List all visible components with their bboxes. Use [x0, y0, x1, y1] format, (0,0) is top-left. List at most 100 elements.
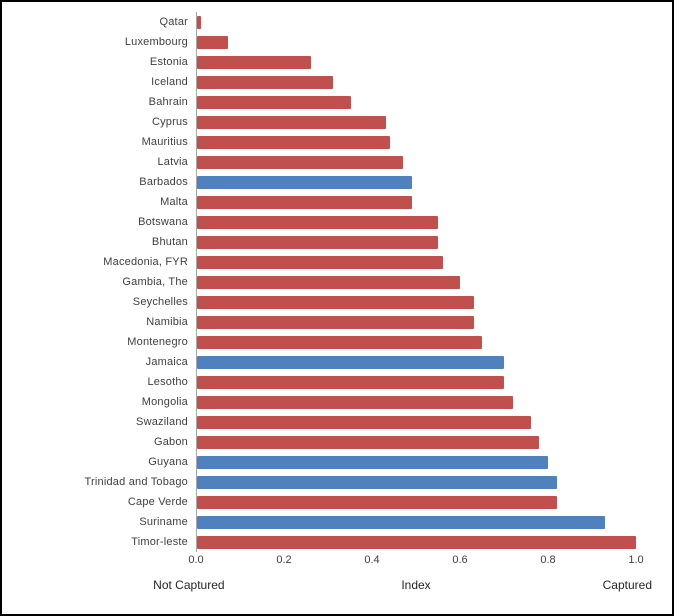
bar [197, 35, 228, 49]
category-label: Gambia, The [122, 276, 188, 288]
bar-row: Jamaica [12, 352, 636, 372]
bar [197, 335, 483, 349]
bar [197, 495, 557, 509]
bar [197, 55, 312, 69]
plot-area [196, 512, 636, 532]
bar-row: Qatar [12, 12, 636, 32]
x-tick-label: 0.4 [364, 554, 380, 566]
bar-chart: Qatar Luxembourg Estonia Iceland Bahrain Cypr… [12, 12, 636, 552]
category-label: Bhutan [151, 236, 188, 248]
plot-area [196, 312, 636, 332]
bar [197, 435, 540, 449]
plot-area [196, 212, 636, 232]
bar-row: Botswana [12, 212, 636, 232]
plot-area [196, 192, 636, 212]
plot-area [196, 392, 636, 412]
bar-row: Montenegro [12, 332, 636, 352]
bar [197, 15, 202, 29]
plot-area [196, 152, 636, 172]
bar [197, 535, 636, 549]
category-label: Lesotho [147, 376, 188, 388]
plot-area [196, 412, 636, 432]
axis-spacer [12, 554, 196, 570]
category-label: Cape Verde [127, 496, 188, 508]
plot-area [196, 432, 636, 452]
bar-row: Cyprus [12, 112, 636, 132]
bar [197, 135, 391, 149]
bar [197, 155, 404, 169]
category-label: Qatar [159, 16, 188, 28]
x-axis-ticks: 0.0 0.2 0.4 0.6 0.8 1.0 [188, 554, 643, 570]
bar-row: Bhutan [12, 232, 636, 252]
bar-row: Namibia [12, 312, 636, 332]
bar [197, 195, 413, 209]
category-label: Cyprus [151, 116, 188, 128]
plot-area [196, 12, 636, 32]
x-axis-caption-row: Not Captured Index Captured [12, 578, 652, 596]
bar [197, 95, 351, 109]
bar-row: Estonia [12, 52, 636, 72]
bar-row: Timor-leste [12, 532, 636, 552]
category-label: Montenegro [127, 336, 188, 348]
bar-row: Latvia [12, 152, 636, 172]
bar [197, 455, 549, 469]
plot-area [196, 492, 636, 512]
category-label: Guyana [148, 456, 188, 468]
bar-row: Swaziland [12, 412, 636, 432]
bar [197, 395, 514, 409]
plot-area [196, 112, 636, 132]
category-label: Iceland [151, 76, 188, 88]
bar [197, 375, 505, 389]
bar-row: Trinidad and Tobago [12, 472, 636, 492]
x-tick-label: 0.6 [452, 554, 468, 566]
bar-row: Seychelles [12, 292, 636, 312]
bar [197, 475, 557, 489]
plot-area [196, 32, 636, 52]
bar [197, 515, 606, 529]
bar-row: Cape Verde [12, 492, 636, 512]
plot-area [196, 452, 636, 472]
bar-row: Bahrain [12, 92, 636, 112]
plot-area [196, 472, 636, 492]
category-label: Bahrain [148, 96, 188, 108]
plot-area [196, 232, 636, 252]
bar-row: Gambia, The [12, 272, 636, 292]
bar-row: Barbados [12, 172, 636, 192]
category-label: Namibia [146, 316, 188, 328]
bar-row: Lesotho [12, 372, 636, 392]
x-axis-right-label: Captured [602, 578, 652, 592]
category-label: Luxembourg [124, 36, 188, 48]
category-label: Gabon [153, 436, 188, 448]
bar-row: Gabon [12, 432, 636, 452]
category-label: Suriname [139, 516, 188, 528]
plot-area [196, 72, 636, 92]
plot-area [196, 52, 636, 72]
category-label: Botswana [138, 216, 188, 228]
category-label: Jamaica [145, 356, 188, 368]
plot-area [196, 352, 636, 372]
bar [197, 355, 505, 369]
category-label: Barbados [139, 176, 188, 188]
bar [197, 115, 386, 129]
plot-area [196, 332, 636, 352]
plot-area [196, 92, 636, 112]
x-axis: 0.0 0.2 0.4 0.6 0.8 1.0 [12, 554, 643, 570]
category-label: Latvia [157, 156, 188, 168]
bar [197, 275, 461, 289]
bar [197, 215, 439, 229]
bar-row: Macedonia, FYR [12, 252, 636, 272]
plot-area [196, 132, 636, 152]
category-label: Seychelles [132, 296, 188, 308]
bar [197, 75, 334, 89]
x-tick-label: 0.2 [276, 554, 292, 566]
category-label: Mongolia [141, 396, 188, 408]
bar [197, 295, 474, 309]
x-axis-captions: Not Captured Index Captured [153, 578, 652, 596]
bar-row: Mongolia [12, 392, 636, 412]
bar [197, 235, 439, 249]
category-label: Macedonia, FYR [103, 256, 188, 268]
category-label: Swaziland [136, 416, 188, 428]
category-label: Malta [160, 196, 188, 208]
x-tick-label: 1.0 [628, 554, 644, 566]
